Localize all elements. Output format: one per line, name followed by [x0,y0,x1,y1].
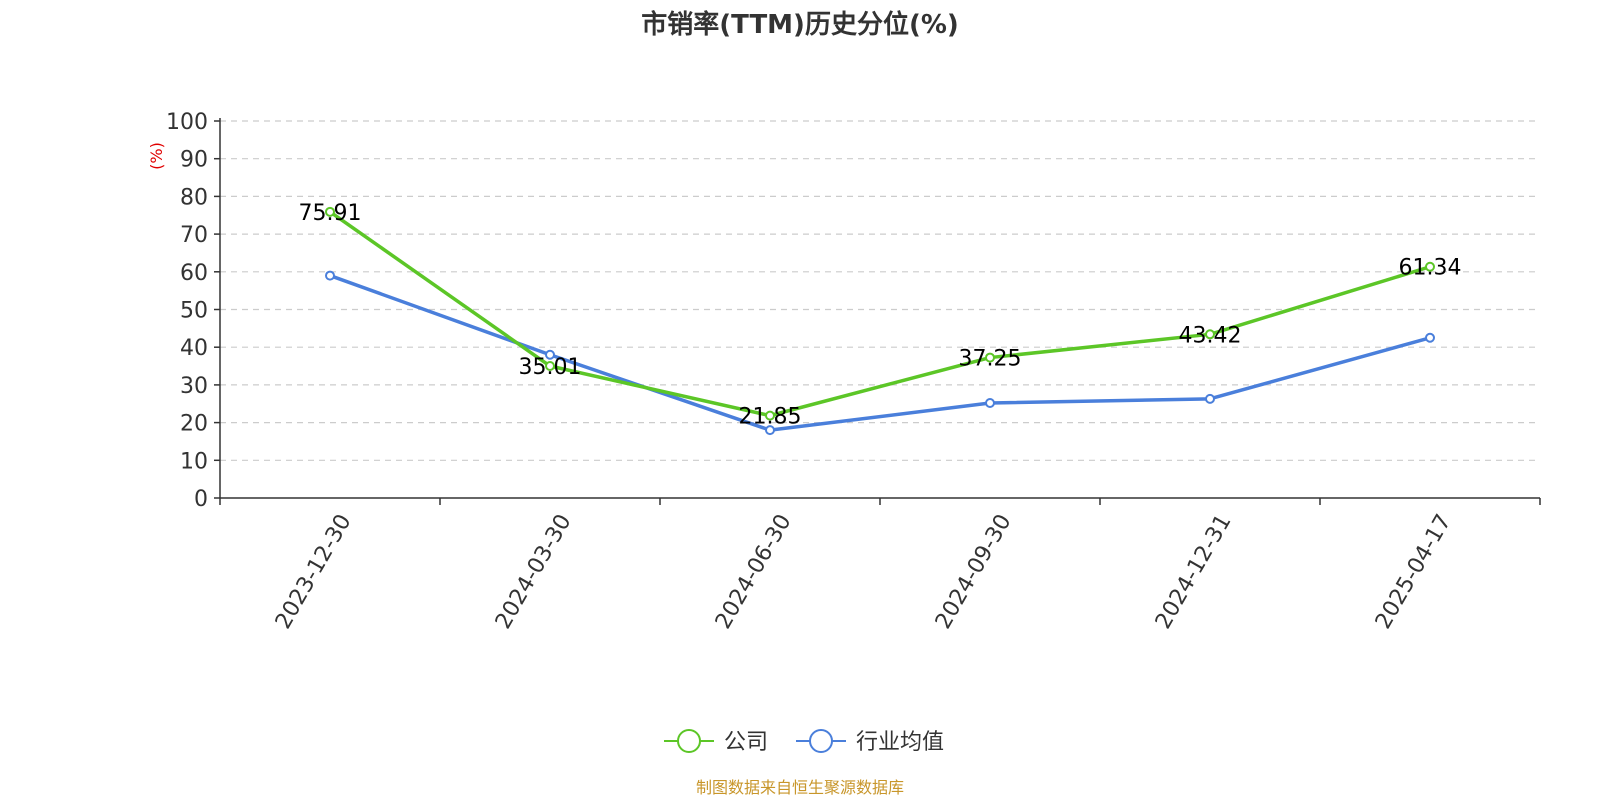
x-tick-label: 2024-09-30 [931,510,1017,633]
data-point[interactable] [545,361,555,372]
data-label: 35.01 [519,355,582,380]
y-axis-label: (%) [147,142,166,170]
series-group [325,206,1435,436]
y-tick-label: 100 [166,110,208,135]
data-point[interactable] [545,349,555,360]
data-point[interactable] [1205,393,1215,404]
legend-marker [809,729,833,753]
y-tick-label: 30 [180,374,208,399]
data-point[interactable] [765,410,775,421]
data-labels: 75.91 35.01 21.85 37.25 43.42 61.34 [299,201,1462,430]
data-point[interactable] [325,206,335,217]
x-tick-label: 2024-03-30 [491,510,577,633]
legend[interactable]: 公司 行业均值 [664,729,944,755]
y-tick-label: 0 [194,487,208,512]
data-point[interactable] [325,270,335,281]
data-point[interactable] [1425,261,1435,272]
legend-item[interactable]: 公司 [664,729,768,755]
y-tick-label: 10 [180,449,208,474]
y-tick-label: 40 [180,336,208,361]
legend-label: 行业均值 [856,730,944,755]
data-label: 43.42 [1179,323,1242,348]
data-point[interactable] [1205,329,1215,340]
data-label: 37.25 [959,347,1022,372]
data-label: 21.85 [739,405,802,430]
y-tick-label: 50 [180,299,208,324]
axes [214,118,1541,505]
series-line [328,210,1431,418]
data-label: 61.34 [1399,256,1462,281]
grid-lines [220,120,1540,461]
source-note: 制图数据来自恒生聚源数据库 [696,778,904,797]
data-point[interactable] [1425,332,1435,343]
y-tick-label: 20 [180,412,208,437]
x-tick-label: 2025-04-17 [1371,510,1457,633]
legend-label: 公司 [724,730,768,755]
y-tick-label: 90 [180,148,208,173]
y-tick-label: 80 [180,185,208,210]
y-tick-label: 60 [180,261,208,286]
legend-item[interactable]: 行业均值 [796,729,944,755]
x-tick-labels: 2023-12-30 2024-03-30 2024-06-30 2024-09-30… [271,510,1457,633]
y-tick-label: 70 [180,223,208,248]
data-label: 75.91 [299,201,362,226]
x-tick-label: 2024-12-31 [1151,510,1237,633]
data-point[interactable] [985,397,995,408]
y-tick-labels: 0 10 20 30 40 50 60 70 80 90 100 [166,110,208,512]
data-point[interactable] [765,425,775,436]
x-tick-label: 2023-12-30 [271,510,357,633]
chart-title: 市销率(TTM)历史分位(%) [641,9,959,40]
series-line [329,273,1431,432]
data-point[interactable] [985,352,995,363]
legend-marker [677,729,701,753]
x-tick-label: 2024-06-30 [711,510,797,633]
